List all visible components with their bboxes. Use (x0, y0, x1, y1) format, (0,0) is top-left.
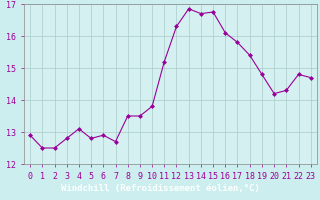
Text: Windchill (Refroidissement éolien,°C): Windchill (Refroidissement éolien,°C) (60, 184, 260, 192)
